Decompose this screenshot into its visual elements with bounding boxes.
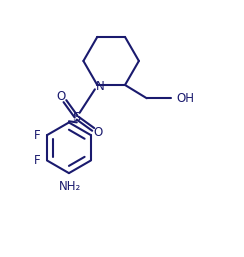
Text: S: S xyxy=(72,111,81,124)
Text: NH₂: NH₂ xyxy=(59,180,81,193)
Text: OH: OH xyxy=(176,92,194,105)
Text: O: O xyxy=(57,90,66,103)
Text: N: N xyxy=(96,80,104,93)
Text: O: O xyxy=(94,126,103,139)
Text: F: F xyxy=(34,154,40,167)
Text: F: F xyxy=(34,129,40,142)
